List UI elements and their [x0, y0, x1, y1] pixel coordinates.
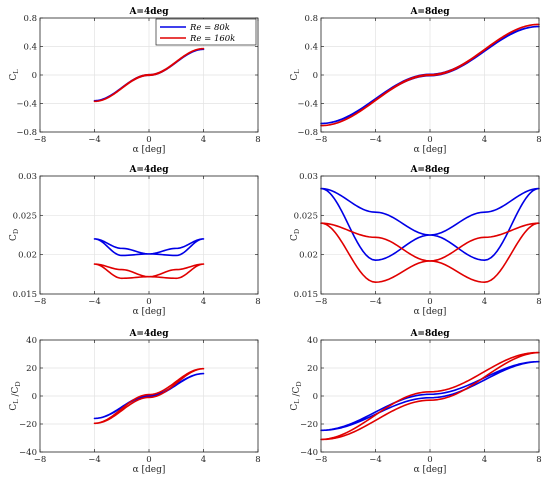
y-tick-label: 0.4: [23, 43, 37, 53]
x-tick-label: −8: [34, 135, 47, 145]
x-tick-label: 4: [482, 297, 487, 307]
x-axis-label: α [deg]: [133, 465, 166, 475]
x-tick-label: 8: [255, 135, 260, 145]
y-tick-label: 20: [26, 364, 37, 374]
series-line-re-160k: [93, 367, 205, 425]
x-tick-label: 4: [482, 135, 487, 145]
y-tick-label: −0.8: [16, 128, 37, 138]
legend-label: Re = 160k: [189, 34, 235, 44]
y-tick-label: 0.015: [13, 290, 37, 300]
x-axis-label: α [deg]: [414, 465, 447, 475]
series-line-re-80k: [93, 372, 205, 420]
x-tick-label: 0: [427, 135, 432, 145]
y-tick-label: 0.4: [304, 43, 318, 53]
series-line-re-80k: [320, 360, 540, 432]
y-tick-label: 0: [32, 71, 37, 81]
x-axis-label: α [deg]: [414, 307, 447, 317]
y-tick-label: −20: [300, 420, 318, 430]
x-tick-label: 4: [201, 455, 206, 465]
x-tick-label: 8: [255, 455, 260, 465]
y-tick-label: 0.03: [18, 172, 37, 182]
x-tick-label: 4: [482, 455, 487, 465]
y-axis-label: CD: [290, 229, 301, 241]
y-tick-label: 40: [307, 336, 318, 346]
y-tick-label: −0.8: [297, 128, 318, 138]
x-tick-label: −4: [88, 455, 101, 465]
y-tick-label: 0.02: [18, 251, 37, 261]
x-tick-label: −4: [88, 135, 101, 145]
series-line-re-80k: [320, 187, 540, 261]
y-tick-label: −0.4: [16, 100, 37, 110]
panel-title: A=8deg: [409, 329, 450, 339]
panel-cd8: −8 −4 0 4 8 0.015 0.02 0.025 0.03 A=8deg α [deg] CD: [290, 165, 542, 317]
x-tick-label: −8: [34, 455, 47, 465]
x-axis-label: α [deg]: [414, 145, 447, 155]
y-tick-label: 0.025: [294, 211, 318, 221]
y-tick-label: 0.015: [294, 290, 318, 300]
y-axis-label: CL: [9, 69, 20, 81]
y-tick-label: 0: [313, 71, 318, 81]
x-tick-label: 0: [146, 297, 151, 307]
x-tick-label: −8: [315, 135, 328, 145]
x-tick-label: 0: [146, 455, 151, 465]
y-axis-label: CL /CD: [290, 381, 303, 410]
y-tick-label: 0.025: [13, 211, 37, 221]
series-line-re-160k: [320, 23, 540, 127]
x-tick-label: −4: [369, 135, 382, 145]
y-tick-label: 0: [313, 392, 318, 402]
series-line-re-160k: [320, 351, 540, 441]
y-axis-label: CL: [290, 69, 301, 81]
panel-title: A=8deg: [409, 165, 450, 175]
x-tick-label: 8: [536, 297, 541, 307]
series-line-re-160k: [93, 263, 205, 280]
y-axis-label: CL /CD: [9, 381, 22, 410]
x-tick-label: 0: [146, 135, 151, 145]
x-tick-label: −8: [34, 297, 47, 307]
x-axis-label: α [deg]: [133, 307, 166, 317]
panel-title: A=4deg: [128, 165, 169, 175]
x-tick-label: 0: [427, 297, 432, 307]
x-tick-label: −8: [315, 297, 328, 307]
series-line-re-160k: [320, 222, 540, 283]
legend-label: Re = 80k: [189, 23, 230, 33]
y-tick-label: −0.4: [297, 100, 318, 110]
y-axis-label: CD: [9, 229, 20, 241]
x-tick-label: −4: [369, 297, 382, 307]
x-tick-label: 4: [201, 297, 206, 307]
x-tick-label: 8: [536, 455, 541, 465]
x-tick-label: −4: [88, 297, 101, 307]
series-line-re-80k: [93, 238, 205, 257]
y-tick-label: −40: [19, 448, 37, 458]
y-tick-label: 0.8: [304, 14, 318, 24]
panel-title: A=8deg: [409, 7, 450, 17]
y-tick-label: 20: [307, 364, 318, 374]
x-tick-label: 8: [255, 297, 260, 307]
legend-box: [155, 18, 257, 46]
panel-title: A=4deg: [128, 7, 169, 17]
y-tick-label: 0.03: [299, 172, 318, 182]
panel-cd4: −8 −4 0 4 8 0.015 0.02 0.025 0.03 A=4deg α [deg] CD: [9, 165, 261, 317]
x-tick-label: 4: [201, 135, 206, 145]
x-tick-label: −4: [369, 455, 382, 465]
x-axis-label: α [deg]: [133, 145, 166, 155]
x-tick-label: 8: [536, 135, 541, 145]
y-tick-label: 0.8: [23, 14, 37, 24]
y-tick-label: 0.02: [299, 251, 318, 261]
panel-cl8: −8 −4 0 4 8 −0.8 −0.4 0 0.4 0.8 A=8deg α [deg] CL: [290, 7, 542, 155]
y-tick-label: 0: [32, 392, 37, 402]
series-line-re-160k: [93, 47, 205, 103]
x-tick-label: −8: [315, 455, 328, 465]
panel-title: A=4deg: [128, 329, 169, 339]
x-tick-label: 0: [427, 455, 432, 465]
y-tick-label: 40: [26, 336, 37, 346]
y-tick-label: −40: [300, 448, 318, 458]
y-tick-label: −20: [19, 420, 37, 430]
